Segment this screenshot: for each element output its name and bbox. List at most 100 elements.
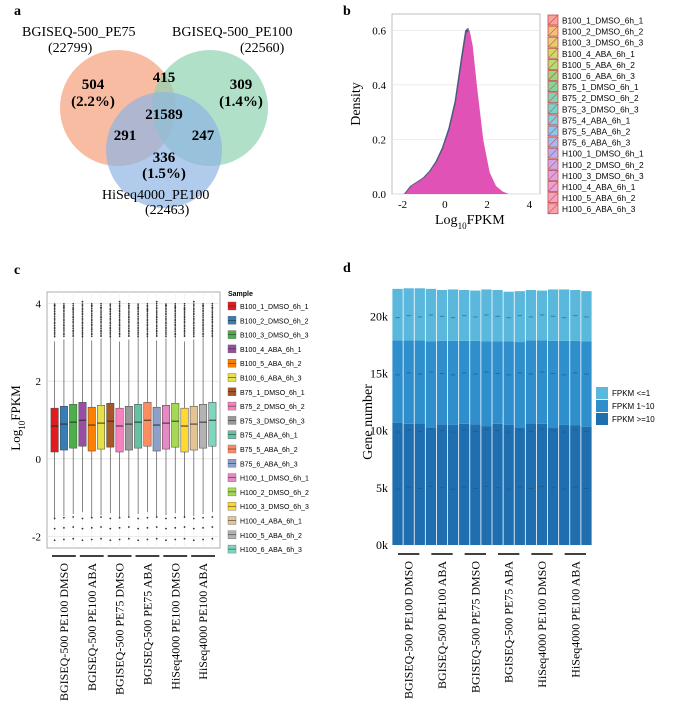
boxplot-outlier <box>174 332 177 335</box>
boxplot-outlier <box>81 317 84 319</box>
boxplot-ytick-label: 2 <box>36 376 42 388</box>
boxplot-outlier <box>183 324 186 327</box>
boxplot-outlier <box>63 323 65 325</box>
bar-segment <box>425 341 437 428</box>
boxplot-outlier <box>137 321 139 324</box>
boxplot-outlier <box>211 306 214 309</box>
boxplot-outlier <box>63 333 65 336</box>
boxplot-outlier <box>202 318 204 321</box>
boxplot-outlier <box>155 516 158 518</box>
boxplot-outlier <box>137 326 139 329</box>
boxplot-outlier <box>146 332 149 335</box>
boxplot-outlier <box>193 334 195 336</box>
boxplot-outlier <box>137 329 139 332</box>
boxplot-outlier <box>174 306 177 309</box>
boxplot-outlier <box>202 310 204 313</box>
boxplot-outlier <box>109 317 112 319</box>
boxplot-outlier <box>202 314 204 316</box>
boxplot-box <box>143 402 152 447</box>
boxplot-outlier <box>174 328 177 330</box>
boxplot-outlier <box>146 315 149 317</box>
boxplot-outlier <box>81 309 84 311</box>
boxplot-outlier <box>100 315 102 318</box>
boxplot-box <box>69 404 78 449</box>
boxplot-outlier <box>137 315 139 318</box>
boxplot-outlier <box>53 327 56 330</box>
boxplot-outlier <box>137 327 139 330</box>
boxplot-outlier <box>128 320 130 322</box>
boxplot-outlier <box>81 313 84 316</box>
boxplot-outlier <box>211 516 214 518</box>
boxplot-outlier <box>165 317 167 319</box>
boxplot-box <box>87 406 96 452</box>
boxplot-outlier <box>165 318 167 320</box>
boxplot-outlier <box>211 302 214 305</box>
boxplot-outlier <box>109 335 112 338</box>
boxplot-outlier <box>183 526 186 528</box>
density-legend-label: H100_3_DMSO_6h_3 <box>562 171 644 181</box>
boxplot-outlier <box>165 332 167 334</box>
boxplot-outlier <box>81 303 84 305</box>
bar-segment <box>581 426 592 545</box>
boxplot-outlier <box>81 334 84 336</box>
boxplot-outlier <box>128 318 130 321</box>
boxplot-outlier <box>183 516 186 518</box>
boxplot-outlier <box>165 313 167 316</box>
bar-ytick-label: 0k <box>376 538 388 552</box>
density-legend-swatch-diagonal <box>547 14 559 26</box>
density-legend-swatch-diagonal <box>547 192 559 203</box>
boxplot-ytick-label: 0 <box>36 454 42 466</box>
boxplot-outlier <box>183 315 186 318</box>
boxplot-outlier <box>90 310 93 313</box>
boxplot-outlier <box>128 329 130 332</box>
boxplot-outlier <box>100 330 102 333</box>
boxplot-outlier <box>53 326 56 329</box>
bar-segment <box>547 427 559 545</box>
boxplot-outlier <box>100 313 102 316</box>
boxplot-outlier <box>128 324 130 327</box>
boxplot-outlier <box>81 300 84 303</box>
boxplot-box <box>171 403 180 448</box>
density-legend-swatch-diagonal <box>547 81 559 92</box>
density-legend-label: B75_5_ABA_6h_2 <box>562 127 631 137</box>
venn-only-pe100: 309 <box>230 77 253 93</box>
boxplot-outlier <box>183 316 186 319</box>
boxplot-outlier <box>183 318 186 321</box>
boxplot-outlier <box>118 300 121 303</box>
density-xtick-label: -2 <box>398 199 407 211</box>
boxplot-outlier <box>128 330 130 333</box>
boxplot-outlier <box>118 315 121 317</box>
boxplot-outlier <box>202 323 204 325</box>
boxplot-outlier <box>174 314 177 316</box>
venn-diagram: BGISEQ-500_PE75 (22799) BGISEQ-500_PE100… <box>22 25 293 218</box>
boxplot-outlier <box>63 319 65 322</box>
boxplot-outlier <box>146 314 149 316</box>
boxplot-outlier <box>90 319 93 322</box>
boxplot-outlier <box>155 312 158 314</box>
boxplot-legend-label: H100_3_DMSO_6h_3 <box>240 504 309 511</box>
boxplot-outlier <box>127 526 130 528</box>
boxplot-outlier <box>72 316 74 319</box>
boxplot-outlier <box>193 326 195 329</box>
boxplot-outlier <box>53 324 56 327</box>
boxplot-outlier <box>183 330 186 333</box>
boxplot-box <box>78 402 87 447</box>
boxplot-outlier <box>174 304 177 307</box>
bar-segment <box>536 290 548 341</box>
boxplot-outlier <box>183 537 186 540</box>
bar-segment <box>447 424 459 545</box>
boxplot-outlier <box>165 315 167 318</box>
boxplot-box <box>162 405 170 450</box>
boxplot-outlier <box>155 335 158 338</box>
boxplot-outlier <box>165 304 167 307</box>
bar-segment <box>503 341 514 425</box>
bar-segment <box>514 342 525 428</box>
boxplot-outlier <box>128 327 130 330</box>
bar-legend-swatch <box>596 400 608 412</box>
density-legend-label: H100_5_ABA_6h_2 <box>562 193 636 203</box>
boxplot-ylabel-base: Log <box>8 429 23 450</box>
boxplot-outlier <box>137 309 139 311</box>
boxplot-box <box>115 407 124 453</box>
boxplot-outlier <box>165 310 167 313</box>
